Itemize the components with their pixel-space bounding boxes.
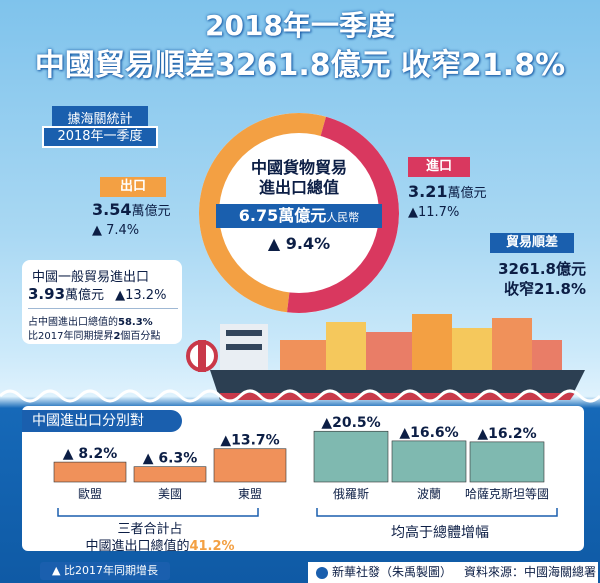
period-label: 2018年一季度 bbox=[42, 126, 158, 148]
note2-value: 2 bbox=[113, 331, 121, 342]
bars-group-right: ▲20.5% 俄羅斯 ▲16.6% 波蘭 ▲16.2% 哈薩克斯坦等國 bbox=[313, 415, 549, 501]
left-note-value: 41.2% bbox=[189, 539, 235, 554]
bar-category-label: 波蘭 bbox=[417, 487, 441, 501]
container-stack bbox=[280, 314, 562, 370]
import-value-row: 3.21萬億元 bbox=[408, 182, 487, 201]
note1-value: 58.3% bbox=[118, 317, 153, 328]
center-title: 中國貨物貿易 進出口總值 bbox=[216, 158, 382, 198]
bar-value-label: ▲16.6% bbox=[399, 425, 458, 441]
bar-value-label: ▲ 8.2% bbox=[63, 446, 117, 462]
footer-credit-bar: 新華社發（朱禹製圖） 資料來源：中國海關總署 bbox=[308, 562, 598, 583]
export-value: 3.54 bbox=[92, 200, 132, 219]
bar-category-label: 東盟 bbox=[238, 487, 262, 501]
general-trade-card: 中國一般貿易進出口 3.93萬億元 ▲13.2% 占中國進出口總值的58.3% … bbox=[22, 260, 182, 344]
import-unit: 萬億元 bbox=[447, 186, 487, 201]
bar-value-label: ▲20.5% bbox=[321, 415, 380, 431]
general-trade-value: 3.93 bbox=[28, 285, 66, 303]
bars-group-left: ▲ 8.2% 歐盟 ▲ 6.3% 美國 ▲13.7% 東盟 bbox=[53, 433, 287, 501]
footer-credit: 新華社發（朱禹製圖） bbox=[332, 565, 453, 579]
general-trade-change: ▲13.2% bbox=[115, 288, 167, 303]
note1-prefix: 占中國進出口總值的 bbox=[28, 317, 118, 328]
export-change: ▲ 7.4% bbox=[92, 223, 140, 238]
partners-bar-charts: ▲ 8.2% 歐盟 ▲ 6.3% 美國 ▲13.7% 東盟 ▲20.5% 俄羅斯 ▲16.6%… bbox=[53, 415, 558, 517]
bracket-left bbox=[57, 508, 259, 517]
surplus-tag: 貿易順差 bbox=[490, 233, 574, 253]
general-trade-note1: 占中國進出口總值的58.3% bbox=[28, 313, 153, 328]
page-title: 2018年一季度 bbox=[205, 9, 395, 42]
center-total-suffix: 人民幣 bbox=[326, 211, 360, 224]
bar-哈薩克斯坦等國 bbox=[469, 441, 545, 483]
bar-value-label: ▲16.2% bbox=[477, 426, 536, 442]
export-unit: 萬億元 bbox=[131, 204, 171, 219]
source-label: 據海關統計 bbox=[52, 106, 148, 129]
bracket-right bbox=[316, 508, 558, 517]
center-change: ▲ 9.4% bbox=[267, 234, 331, 253]
right-note: 均高于總體增幅 bbox=[391, 525, 489, 541]
left-note-line2: 中國進出口總值的41.2% bbox=[60, 535, 260, 554]
cargo-ship-illustration bbox=[186, 314, 585, 400]
center-total-value: 6.75萬億元 bbox=[238, 206, 327, 225]
note2-suffix: 個百分點 bbox=[120, 331, 161, 342]
import-change: ▲11.7% bbox=[408, 205, 460, 220]
note2-prefix: 比2017年同期提昇 bbox=[28, 331, 114, 342]
surplus-change: 收窄21.8% bbox=[503, 280, 586, 298]
center-title-line2: 進出口總值 bbox=[258, 178, 339, 197]
center-total-badge: 6.75萬億元人民幣 bbox=[216, 204, 382, 228]
bar-俄羅斯 bbox=[313, 430, 389, 483]
bar-category-label: 歐盟 bbox=[78, 486, 102, 501]
export-tag: 出口 bbox=[100, 177, 166, 197]
bar-category-label: 俄羅斯 bbox=[333, 487, 369, 501]
bar-value-label: ▲13.7% bbox=[220, 433, 279, 449]
general-trade-title: 中國一般貿易進出口 bbox=[32, 270, 150, 285]
import-value: 3.21 bbox=[408, 182, 448, 201]
bar-波蘭 bbox=[391, 440, 467, 483]
card-divider bbox=[28, 308, 178, 309]
bar-東盟 bbox=[213, 448, 287, 483]
bar-category-label: 哈薩克斯坦等國 bbox=[465, 487, 549, 501]
bar-category-label: 美國 bbox=[158, 487, 182, 501]
partners-panel-title: 中國進出口分別對 bbox=[22, 410, 182, 432]
general-trade-value-row: 3.93萬億元 ▲13.2% bbox=[28, 284, 166, 303]
page-subtitle: 中國貿易順差3261.8億元 收窄21.8% bbox=[34, 48, 566, 83]
left-note-line1: 三者合計占 bbox=[117, 522, 183, 537]
general-trade-unit: 萬億元 bbox=[65, 288, 105, 303]
surplus-value: 3261.8億元 bbox=[498, 260, 586, 278]
xinhua-logo-icon bbox=[316, 566, 328, 579]
bar-歐盟 bbox=[53, 461, 127, 483]
bar-美國 bbox=[133, 466, 207, 483]
center-title-line1: 中國貨物貿易 bbox=[250, 158, 347, 177]
left-note-prefix: 中國進出口總值的 bbox=[85, 539, 190, 554]
legend-note: ▲ 比2017年同期增長 bbox=[40, 562, 170, 580]
bar-value-label: ▲ 6.3% bbox=[143, 451, 197, 467]
export-value-row: 3.54萬億元 bbox=[92, 200, 171, 219]
import-tag: 進口 bbox=[408, 157, 470, 177]
footer-source: 資料來源：中國海關總署 bbox=[464, 565, 597, 579]
waves-decoration bbox=[0, 389, 600, 403]
general-trade-note2: 比2017年同期提昇2個百分點 bbox=[28, 327, 160, 342]
